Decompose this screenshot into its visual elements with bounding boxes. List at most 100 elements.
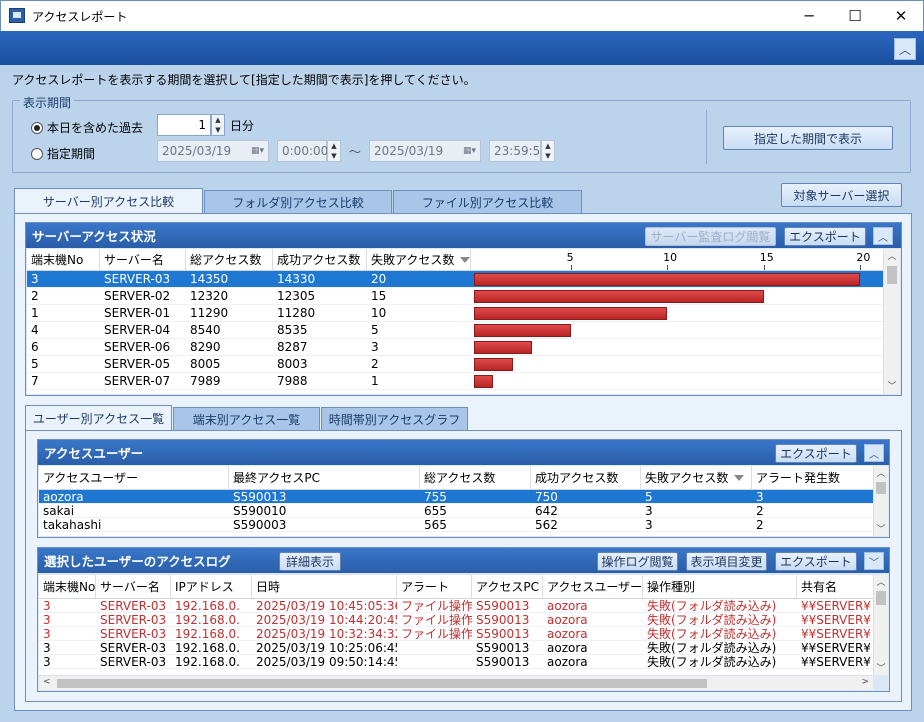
cell-no: 5 — [31, 357, 39, 371]
cell-total: 11290 — [190, 306, 229, 320]
cell-alert — [397, 641, 472, 654]
cell-success: 8535 — [277, 323, 308, 337]
user-grid-header: アクセスユーザー 最終アクセスPC 総アクセス数 成功アクセス数 失敗アクセス数… — [39, 466, 873, 490]
server-export-button[interactable]: エクスポート — [784, 227, 866, 246]
cell-success: 750 — [535, 490, 558, 503]
tab-terminal-access[interactable]: 端末別アクセス一覧 — [173, 407, 320, 431]
tab-file-compare[interactable]: ファイル別アクセス比較 — [393, 190, 582, 214]
bar-cell — [471, 271, 883, 287]
table-row[interactable]: 2 SERVER-02 12320 12305 15 — [27, 288, 883, 305]
tab-folder-compare[interactable]: フォルダ別アクセス比較 — [204, 190, 392, 214]
tab-user-access[interactable]: ユーザー別アクセス一覧 — [25, 405, 172, 431]
col-terminal-no[interactable]: 端末機No — [39, 575, 96, 598]
table-row[interactable]: 6 SERVER-06 8290 8287 3 — [27, 339, 883, 356]
log-expand-button[interactable]: ﹀ — [864, 552, 884, 570]
col-datetime[interactable]: 日時 — [252, 575, 397, 598]
table-row[interactable]: 7 SERVER-07 7989 7988 1 — [27, 373, 883, 390]
table-row[interactable]: sakai S590010 655 642 3 2 — [39, 504, 873, 518]
bar-cell — [471, 339, 883, 355]
col-fail[interactable]: 失敗アクセス数 — [641, 466, 752, 489]
cell-server: SERVER-01 — [104, 306, 171, 320]
col-ip-address[interactable]: IPアドレス — [171, 575, 252, 598]
col-success[interactable]: 成功アクセス数 — [531, 466, 641, 489]
bar-cell — [471, 305, 883, 321]
col-last-pc[interactable]: 最終アクセスPC — [229, 466, 420, 489]
hscroll-thumb — [57, 679, 707, 688]
table-row[interactable]: aozora S590013 755 750 5 3 — [39, 490, 873, 504]
user-collapse-button[interactable]: ︿ — [864, 444, 884, 462]
user-export-button[interactable]: エクスポート — [775, 444, 857, 463]
cell-no: 3 — [43, 641, 51, 654]
scroll-left-icon: < — [43, 677, 51, 687]
tab-hourly-graph[interactable]: 時間帯別アクセスグラフ — [321, 407, 468, 431]
server-grid-scrollbar[interactable]: ︿ ﹀ — [883, 249, 900, 394]
radio-date-range[interactable]: 指定期間 — [31, 145, 95, 162]
cell-op: 失敗(フォルダ読み込み) — [647, 655, 777, 668]
server-collapse-button[interactable]: ︿ — [873, 227, 893, 245]
radio-on-icon — [31, 121, 43, 134]
maximize-button[interactable]: ☐ — [848, 6, 862, 25]
col-server-name[interactable]: サーバー名 — [96, 575, 171, 598]
cell-alert: ファイル操作 — [401, 599, 472, 612]
cell-share: ¥¥SERVER¥ — [801, 641, 871, 654]
server-rows: 3 SERVER-03 14350 14330 20 2 SERVER-02 12320 123… — [27, 271, 883, 390]
log-export-button[interactable]: エクスポート — [775, 552, 857, 571]
operation-log-button[interactable]: 操作ログ閲覧 — [597, 552, 678, 571]
log-grid-hscrollbar[interactable]: < > — [39, 675, 873, 690]
table-row[interactable]: 4 SERVER-04 8540 8535 5 — [27, 322, 883, 339]
from-time-spinner[interactable]: ▲ ▼ — [327, 140, 341, 162]
col-terminal-no[interactable]: 端末機No — [27, 249, 100, 270]
days-input[interactable]: 1 — [157, 114, 211, 136]
radio-past-days[interactable]: 本日を含めた過去 — [31, 119, 143, 136]
col-fail-access[interactable]: 失敗アクセス数 — [367, 249, 471, 270]
log-grid-scrollbar[interactable]: ︿ ﹀ — [873, 575, 888, 675]
col-total-access[interactable]: 総アクセス数 — [186, 249, 273, 270]
tab-server-compare[interactable]: サーバー別アクセス比較 — [14, 188, 203, 214]
col-total[interactable]: 総アクセス数 — [420, 466, 531, 489]
table-row[interactable]: 3 SERVER-03 192.168.0. 2025/03/19 10:32:34:… — [39, 627, 873, 641]
log-rows: 3 SERVER-03 192.168.0. 2025/03/19 10:45:05:… — [39, 599, 873, 669]
col-success-access[interactable]: 成功アクセス数 — [273, 249, 367, 270]
from-date-picker[interactable]: 2025/03/19 ▦▾ — [157, 140, 269, 162]
col-share-name[interactable]: 共有名 — [801, 580, 838, 594]
cell-alert — [397, 655, 472, 668]
col-access-pc[interactable]: アクセスPC — [472, 575, 543, 598]
close-button[interactable]: ✕ — [894, 6, 908, 25]
minimize-button[interactable]: ─ — [804, 6, 814, 25]
collapse-header-button[interactable]: ︿ — [894, 38, 916, 60]
col-server-name[interactable]: サーバー名 — [100, 249, 186, 270]
detail-button[interactable]: 詳細表示 — [279, 552, 341, 571]
days-spinner[interactable]: ▲ ▼ — [211, 114, 225, 136]
table-row[interactable]: 3 SERVER-03 192.168.0. 2025/03/19 10:45:05:… — [39, 599, 873, 613]
col-access-user[interactable]: アクセスユーザー — [39, 466, 229, 489]
table-row[interactable]: 3 SERVER-03 192.168.0. 2025/03/19 10:25:06:… — [39, 641, 873, 655]
col-alert-count[interactable]: アラート発生数 — [756, 471, 841, 485]
audit-log-button[interactable]: サーバー監査ログ閲覧 — [645, 227, 776, 246]
cell-pc: S590013 — [476, 599, 530, 612]
display-items-button[interactable]: 表示項目変更 — [686, 552, 767, 571]
col-operation[interactable]: 操作種別 — [643, 575, 797, 598]
table-row[interactable]: 1 SERVER-01 11290 11280 10 — [27, 305, 883, 322]
cell-fail: 20 — [371, 272, 387, 286]
table-row[interactable]: 5 SERVER-05 8005 8003 2 — [27, 356, 883, 373]
header-ribbon — [0, 31, 924, 65]
col-access-user[interactable]: アクセスユーザー — [543, 575, 643, 598]
show-period-button[interactable]: 指定した期間で表示 — [723, 126, 893, 150]
cell-server: SERVER-06 — [104, 340, 171, 354]
cell-user: aozora — [547, 655, 588, 668]
cell-server: SERVER-03 — [100, 627, 167, 640]
table-row[interactable]: takahashi S590003 565 562 3 2 — [39, 518, 873, 532]
cell-server: SERVER-03 — [100, 613, 167, 626]
fail-bar — [474, 272, 861, 286]
to-time-input[interactable]: 23:59:59 — [489, 140, 548, 162]
to-date-picker[interactable]: 2025/03/19 ▦▾ — [369, 140, 481, 162]
col-alert[interactable]: アラート — [397, 575, 472, 598]
table-row[interactable]: 3 SERVER-03 192.168.0. 2025/03/19 10:44:20:… — [39, 613, 873, 627]
select-server-button[interactable]: 対象サーバー選択 — [781, 183, 902, 207]
cell-server: SERVER-03 — [104, 272, 171, 286]
table-row[interactable]: 3 SERVER-03 14350 14330 20 — [27, 271, 883, 288]
table-row[interactable]: 3 SERVER-03 192.168.0. 2025/03/19 09:50:14:… — [39, 655, 873, 669]
user-grid-scrollbar[interactable]: ︿ ﹀ — [873, 466, 888, 536]
to-time-spinner[interactable]: ▲ ▼ — [541, 140, 555, 162]
from-time-input[interactable]: 0:00:00 — [277, 140, 328, 162]
